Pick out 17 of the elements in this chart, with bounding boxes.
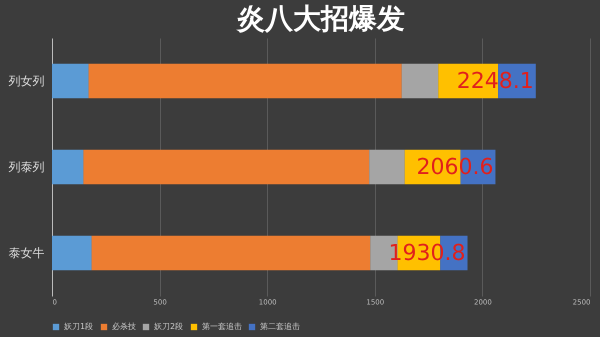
legend-label: 第二套追击: [260, 322, 300, 331]
bar: [402, 64, 438, 98]
y-tick-label: 列女列: [8, 74, 44, 88]
legend-label: 第一套追击: [202, 322, 242, 331]
bar: [52, 236, 92, 270]
chart-title: 炎八大招爆发: [237, 2, 405, 35]
bar: [52, 150, 84, 184]
bar: [369, 150, 405, 184]
bar: [52, 64, 89, 98]
y-tick-label: 列泰列: [8, 160, 44, 174]
bar: [88, 64, 402, 98]
y-tick-label: 泰女牛: [8, 246, 44, 260]
legend-label: 妖刀2段: [154, 322, 184, 331]
bar: [83, 150, 370, 184]
legend-label: 必杀技: [112, 322, 136, 331]
legend-label: 妖刀1段: [64, 322, 94, 331]
bar: [92, 236, 370, 270]
